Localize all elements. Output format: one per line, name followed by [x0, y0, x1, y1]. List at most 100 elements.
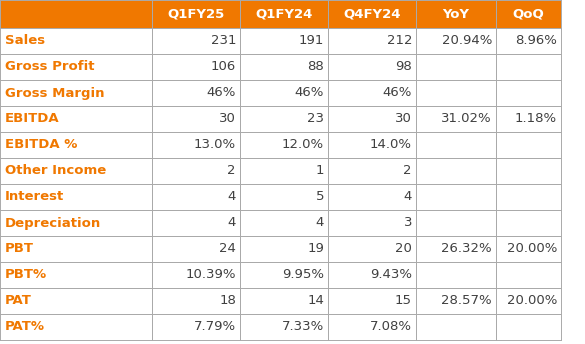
Bar: [152, 262, 240, 288]
Bar: [328, 54, 416, 80]
Bar: [240, 288, 328, 314]
Bar: [240, 314, 328, 340]
Bar: [0, 236, 152, 262]
Bar: [0, 54, 152, 80]
Bar: [416, 210, 496, 236]
Bar: [328, 80, 416, 106]
Bar: [152, 28, 240, 54]
Bar: [328, 236, 416, 262]
Text: 7.08%: 7.08%: [370, 321, 412, 333]
Text: 24: 24: [219, 243, 236, 256]
Text: 1.18%: 1.18%: [515, 112, 557, 126]
Text: 4: 4: [228, 191, 236, 204]
Text: 20: 20: [395, 243, 412, 256]
Bar: [416, 28, 496, 54]
Text: 1: 1: [315, 164, 324, 178]
Text: 7.79%: 7.79%: [194, 321, 236, 333]
Bar: [416, 80, 496, 106]
Text: 26.32%: 26.32%: [441, 243, 492, 256]
Text: Gross Profit: Gross Profit: [5, 61, 95, 74]
Text: 20.00%: 20.00%: [507, 243, 557, 256]
Text: PBT: PBT: [5, 243, 34, 256]
Text: 4: 4: [404, 191, 412, 204]
Text: Q4FY24: Q4FY24: [343, 8, 401, 21]
Text: 12.0%: 12.0%: [282, 139, 324, 151]
Bar: [0, 288, 152, 314]
Bar: [496, 28, 561, 54]
Bar: [152, 80, 240, 106]
Text: 30: 30: [395, 112, 412, 126]
Bar: [328, 132, 416, 158]
Text: Interest: Interest: [5, 191, 64, 204]
Text: 46%: 46%: [383, 86, 412, 99]
Text: 3: 3: [404, 216, 412, 229]
Bar: [0, 80, 152, 106]
Bar: [496, 158, 561, 184]
Bar: [328, 288, 416, 314]
Bar: [496, 54, 561, 80]
Bar: [416, 184, 496, 210]
Text: 20.00%: 20.00%: [507, 294, 557, 308]
Bar: [240, 132, 328, 158]
Bar: [416, 314, 496, 340]
Bar: [240, 262, 328, 288]
Text: PAT%: PAT%: [5, 321, 45, 333]
Bar: [240, 54, 328, 80]
Bar: [152, 132, 240, 158]
Bar: [0, 184, 152, 210]
Bar: [0, 132, 152, 158]
Text: 7.33%: 7.33%: [282, 321, 324, 333]
Bar: [152, 106, 240, 132]
Bar: [240, 210, 328, 236]
Bar: [152, 158, 240, 184]
Text: 88: 88: [307, 61, 324, 74]
Text: 5: 5: [315, 191, 324, 204]
Text: 13.0%: 13.0%: [194, 139, 236, 151]
Bar: [416, 262, 496, 288]
Bar: [496, 132, 561, 158]
Bar: [496, 80, 561, 106]
Text: 212: 212: [387, 34, 412, 47]
Text: 231: 231: [211, 34, 236, 47]
Bar: [496, 210, 561, 236]
Text: Gross Margin: Gross Margin: [5, 86, 105, 99]
Bar: [0, 106, 152, 132]
Bar: [328, 106, 416, 132]
Text: 14.0%: 14.0%: [370, 139, 412, 151]
Text: 14: 14: [307, 294, 324, 308]
Text: 20.94%: 20.94%: [442, 34, 492, 47]
Text: 31.02%: 31.02%: [441, 112, 492, 126]
Text: EBITDA %: EBITDA %: [5, 139, 77, 151]
Bar: [0, 262, 152, 288]
Text: 9.43%: 9.43%: [370, 269, 412, 281]
Bar: [152, 314, 240, 340]
Text: 15: 15: [395, 294, 412, 308]
Bar: [496, 184, 561, 210]
Text: 8.96%: 8.96%: [515, 34, 557, 47]
Bar: [496, 262, 561, 288]
Bar: [240, 80, 328, 106]
Bar: [0, 210, 152, 236]
Bar: [0, 314, 152, 340]
Text: YoY: YoY: [442, 8, 470, 21]
Bar: [152, 210, 240, 236]
Bar: [416, 236, 496, 262]
Bar: [152, 288, 240, 314]
Bar: [328, 262, 416, 288]
Text: EBITDA: EBITDA: [5, 112, 60, 126]
Text: 28.57%: 28.57%: [441, 294, 492, 308]
Text: Q1FY25: Q1FY25: [167, 8, 225, 21]
Bar: [328, 184, 416, 210]
Text: Other Income: Other Income: [5, 164, 106, 178]
Bar: [416, 106, 496, 132]
Text: PAT: PAT: [5, 294, 32, 308]
Bar: [240, 28, 328, 54]
Text: PBT%: PBT%: [5, 269, 47, 281]
Bar: [152, 0, 240, 28]
Text: 191: 191: [298, 34, 324, 47]
Text: 4: 4: [316, 216, 324, 229]
Text: 19: 19: [307, 243, 324, 256]
Bar: [496, 236, 561, 262]
Text: 18: 18: [219, 294, 236, 308]
Bar: [240, 106, 328, 132]
